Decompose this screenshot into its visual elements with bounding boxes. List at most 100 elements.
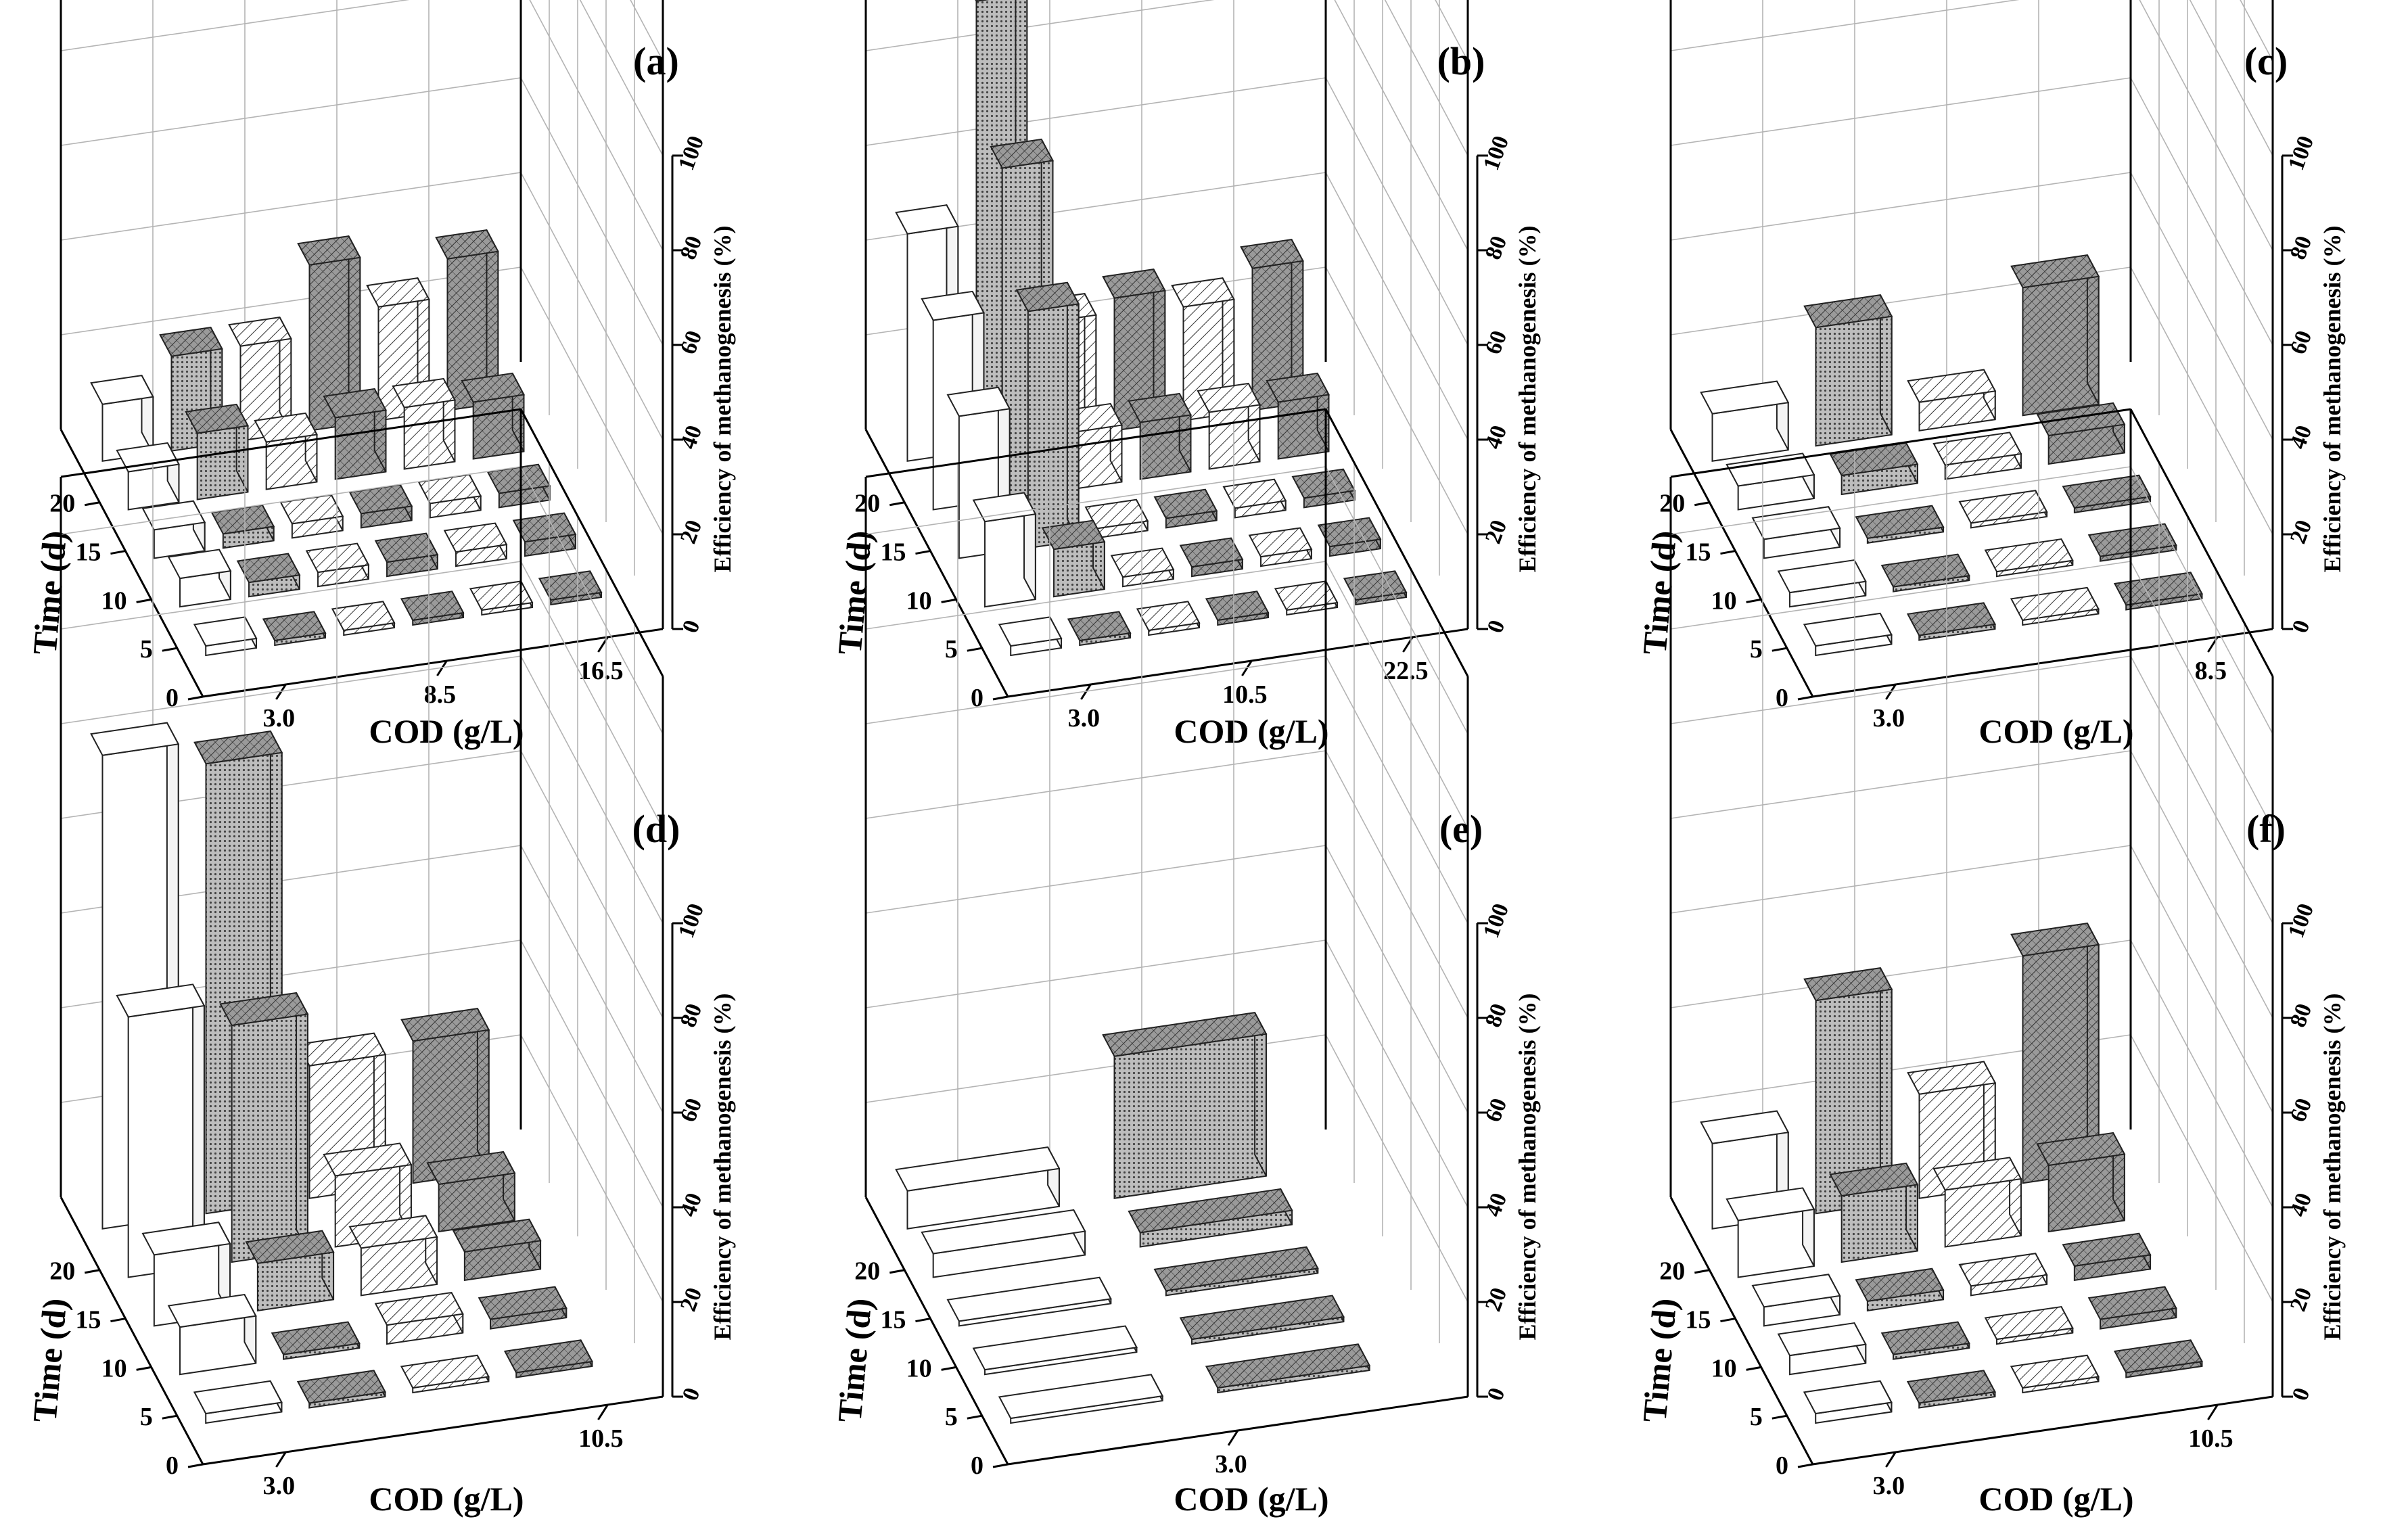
bar-top-face [1084,498,1149,530]
z-tick-label: 20 [2286,517,2317,547]
bar [972,492,1037,608]
z-tick-label: 100 [1479,900,1514,941]
bar-side-face [1254,1012,1267,1177]
y-tick [1772,1414,1788,1420]
panel-label: (b) [1437,39,1485,83]
axis-frame [60,408,674,1466]
grid [60,0,664,629]
x-tick-label: 3.0 [1873,704,1905,732]
grid-line [2130,655,2273,924]
bar [1803,1380,1893,1424]
bar [1803,612,1893,657]
y-tick [1746,1366,1761,1371]
y-tick [1797,695,1813,701]
bar-top-face [1777,1322,1867,1357]
bar [1907,369,1997,432]
bar [296,1370,386,1409]
bar-side-face [296,992,308,1251]
bar-top-face [366,277,430,308]
grid-line [529,0,664,251]
x-tick [1241,660,1253,676]
bar-top-face [1907,369,1997,403]
bar-top-face [1932,1157,2022,1191]
grid-line [1670,77,2131,146]
bar-top-face [2010,586,2100,622]
frame-edge [865,408,1326,478]
bar [1179,537,1244,578]
bar-top-face [2036,402,2126,437]
bar-top-face [1240,239,1304,269]
z-tick-label: 40 [2286,1190,2317,1220]
bar-top-face [1906,602,1996,636]
y-tick-label: 20 [1659,490,1685,518]
y-tick [162,647,178,652]
bar [486,463,551,509]
grid-line [520,561,664,829]
bar [331,601,396,636]
x-tick [1227,1430,1239,1446]
bar-top-face [1343,570,1408,601]
z-tick-label: 100 [674,133,709,174]
cod-axis-line [202,628,664,698]
bar [1317,517,1382,557]
bar [538,570,603,606]
grid-line [1435,0,1468,62]
bar [443,522,508,567]
bar [426,1150,516,1233]
x-tick [2207,1404,2219,1420]
x-tick-label: 10.5 [578,1424,624,1453]
bar-top-face [443,522,508,553]
bar [1906,602,1996,641]
bar-top-face [1984,1305,2074,1341]
x-tick-label: 3.0 [1215,1450,1247,1479]
bar-top-face [2062,1232,2152,1267]
bar [1205,590,1270,626]
y-tick-label: 10 [906,586,932,615]
bar [1984,1305,2074,1345]
grid-line [1325,750,1468,1019]
bar [1248,527,1313,567]
y-tick-label: 15 [75,538,101,567]
x-axis-title: COD (g/L) [1174,1480,1328,1518]
bar-top-face [503,1339,593,1374]
x-tick [1885,684,1897,700]
bar [1128,1188,1293,1248]
bar-top-face [219,992,309,1027]
bar-top-face [1110,547,1175,578]
bar [271,1321,361,1360]
y-tick [941,598,956,603]
bar-side-face [476,1008,490,1173]
bar-top-face [1197,382,1261,413]
axis-frame [864,408,1479,1466]
bar [895,1146,1061,1230]
bar-top-face [921,1209,1086,1255]
bar [1110,547,1175,588]
grid-line [1325,172,1468,440]
z-tick-label: 40 [676,1190,707,1220]
bar [167,1293,257,1376]
grid-line [1325,1034,1468,1303]
bar-top-face [478,1286,568,1320]
bar-top-face [1205,590,1270,622]
z-tick-label: 60 [676,327,707,358]
z-axis-title: Efficiency of methanogenesis (%) [709,226,736,573]
z-tick-label: 0 [1483,617,1510,636]
bar [279,494,344,539]
bar-top-face [946,1276,1112,1322]
bar-top-face [400,590,465,622]
y-tick-label: 10 [101,1354,127,1382]
bar [262,611,327,647]
bar [946,1276,1112,1327]
z-tick-label: 0 [678,617,705,636]
y-tick [85,501,100,507]
z-tick-label: 100 [1479,133,1514,174]
bar-top-face [2010,1354,2100,1389]
grid-line [1384,0,1468,156]
z-tick-label: 80 [676,233,707,263]
x-tick-label: 3.0 [1068,704,1101,732]
bar [348,484,413,529]
bar-top-face [1751,1274,1841,1308]
bar [1829,1162,1919,1263]
bar [2010,254,2100,417]
